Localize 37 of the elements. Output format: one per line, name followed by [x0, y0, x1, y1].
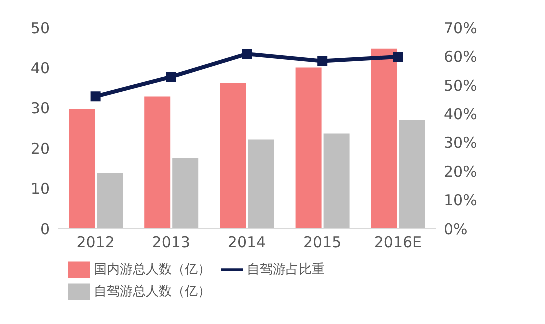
- legend-label: 自驾游占比重: [247, 262, 325, 278]
- y2-tick-label: 0%: [444, 220, 468, 238]
- x-tick-label: 2014: [228, 234, 266, 252]
- point: [393, 52, 404, 62]
- bar: [144, 96, 171, 229]
- y2-tick-label: 70%: [444, 19, 478, 38]
- y2-tick-label: 30%: [444, 134, 478, 152]
- bar: [399, 120, 426, 229]
- x-tick-label: 2016E: [374, 234, 422, 252]
- bar: [296, 68, 322, 229]
- x-tick-label: 2013: [152, 234, 190, 252]
- point: [242, 49, 252, 60]
- bar: [97, 174, 123, 229]
- legend-label: 国内游总人数（亿）: [94, 262, 211, 278]
- bar: [220, 83, 246, 229]
- y-tick-label: 20: [30, 140, 50, 158]
- y2-tick-label: 10%: [444, 192, 478, 210]
- y2-tick-label: 50%: [444, 76, 478, 95]
- bar: [69, 109, 95, 229]
- y-tick-label: 40: [30, 60, 50, 78]
- point: [90, 92, 101, 102]
- point: [166, 72, 176, 82]
- y2-tick-label: 40%: [444, 105, 478, 124]
- y-tick-label: 30: [30, 100, 50, 118]
- point: [318, 56, 328, 66]
- x-tick-label: 2012: [76, 234, 115, 252]
- bar: [371, 48, 398, 229]
- y-tick-label: 50: [30, 19, 50, 38]
- legend-label: 自驾游总人数（亿）: [94, 284, 211, 300]
- x-tick-label: 2015: [304, 234, 342, 252]
- y-tick-label: 10: [30, 180, 50, 198]
- y2-tick-label: 20%: [444, 162, 478, 181]
- bar: [248, 140, 274, 229]
- y2-tick-label: 60%: [444, 48, 478, 66]
- bar: [172, 158, 199, 229]
- bar: [324, 134, 350, 229]
- y-tick-label: 0: [40, 220, 50, 238]
